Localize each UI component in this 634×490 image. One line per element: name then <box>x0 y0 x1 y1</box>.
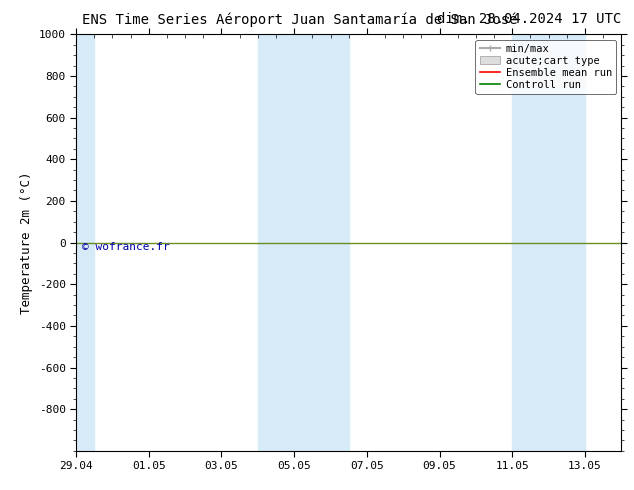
Y-axis label: Temperature 2m (°C): Temperature 2m (°C) <box>20 172 33 314</box>
Bar <box>258 34 349 451</box>
Bar <box>512 34 585 451</box>
Text: © wofrance.fr: © wofrance.fr <box>82 242 169 252</box>
Bar <box>76 34 94 451</box>
Text: ENS Time Series Aéroport Juan Santamaría de San José: ENS Time Series Aéroport Juan Santamaría… <box>82 12 518 27</box>
Legend: min/max, acute;cart type, Ensemble mean run, Controll run: min/max, acute;cart type, Ensemble mean … <box>476 40 616 94</box>
Text: dim. 28.04.2024 17 UTC: dim. 28.04.2024 17 UTC <box>437 12 621 26</box>
